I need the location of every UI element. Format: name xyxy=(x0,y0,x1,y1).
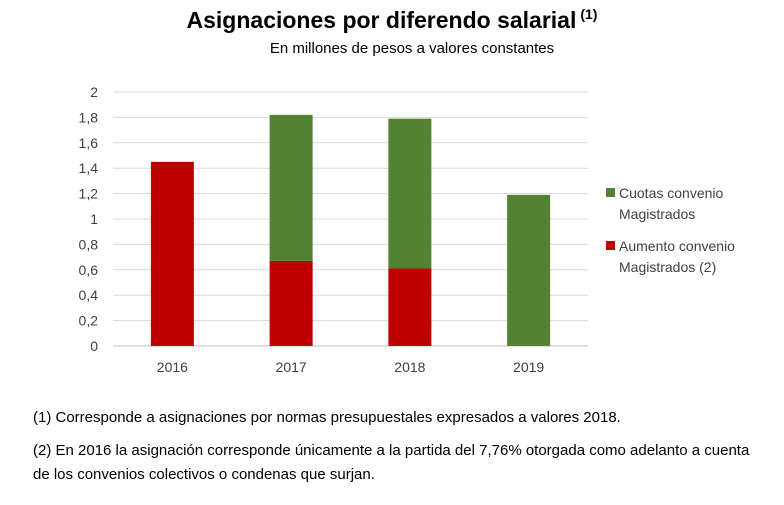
bars xyxy=(150,114,551,346)
x-tick-label: 2018 xyxy=(394,359,425,375)
bar-segment xyxy=(507,194,551,346)
legend-item-cuotas: Cuotas convenio Magistrados xyxy=(606,183,724,225)
bar-segment xyxy=(269,114,313,261)
legend-label-cuotas: Cuotas convenio Magistrados xyxy=(619,185,724,222)
bar-segment xyxy=(269,260,313,346)
x-tick-label: 2016 xyxy=(157,359,188,375)
y-tick-label: 1,4 xyxy=(79,160,99,176)
y-tick-label: 0,8 xyxy=(79,236,99,252)
y-tick-label: 0,6 xyxy=(79,262,99,278)
x-tick-label: 2019 xyxy=(513,359,544,375)
bar-segment xyxy=(150,161,194,346)
legend-item-aumento: Aumento convenio Magistrados (2) xyxy=(606,236,735,278)
y-tick-label: 1 xyxy=(90,211,98,227)
chart-subtitle: En millones de pesos a valores constante… xyxy=(269,40,555,57)
x-axis-ticks: 2016 2017 2018 2019 xyxy=(157,359,545,375)
bar-segment xyxy=(388,268,432,346)
legend-swatch-aumento xyxy=(606,241,615,250)
y-tick-label: 1,8 xyxy=(79,109,99,125)
y-tick-label: 0,2 xyxy=(79,313,99,329)
chart-title-text: Asignaciones por diferendo salarial xyxy=(186,7,577,33)
y-axis-ticks: 0 0,2 0,4 0,6 0,8 1 1,2 1,4 1,6 1,8 2 xyxy=(79,84,99,354)
y-tick-label: 2 xyxy=(90,84,98,100)
y-tick-label: 0 xyxy=(90,338,98,354)
footnote-1: (1) Corresponde a asignaciones por norma… xyxy=(33,409,621,426)
y-tick-label: 1,6 xyxy=(79,135,99,151)
y-tick-label: 1,2 xyxy=(79,186,99,202)
chart-title: Asignaciones por diferendo salarial (1) xyxy=(0,6,784,34)
bar-segment xyxy=(388,118,432,269)
footnote-2: (2) En 2016 la asignación corresponde ún… xyxy=(33,442,750,483)
chart-title-note: (1) xyxy=(580,6,598,22)
legend-label-aumento: Aumento convenio Magistrados (2) xyxy=(619,238,735,275)
y-tick-label: 0,4 xyxy=(79,287,99,303)
x-tick-label: 2017 xyxy=(276,359,307,375)
legend-swatch-cuotas xyxy=(606,188,615,197)
